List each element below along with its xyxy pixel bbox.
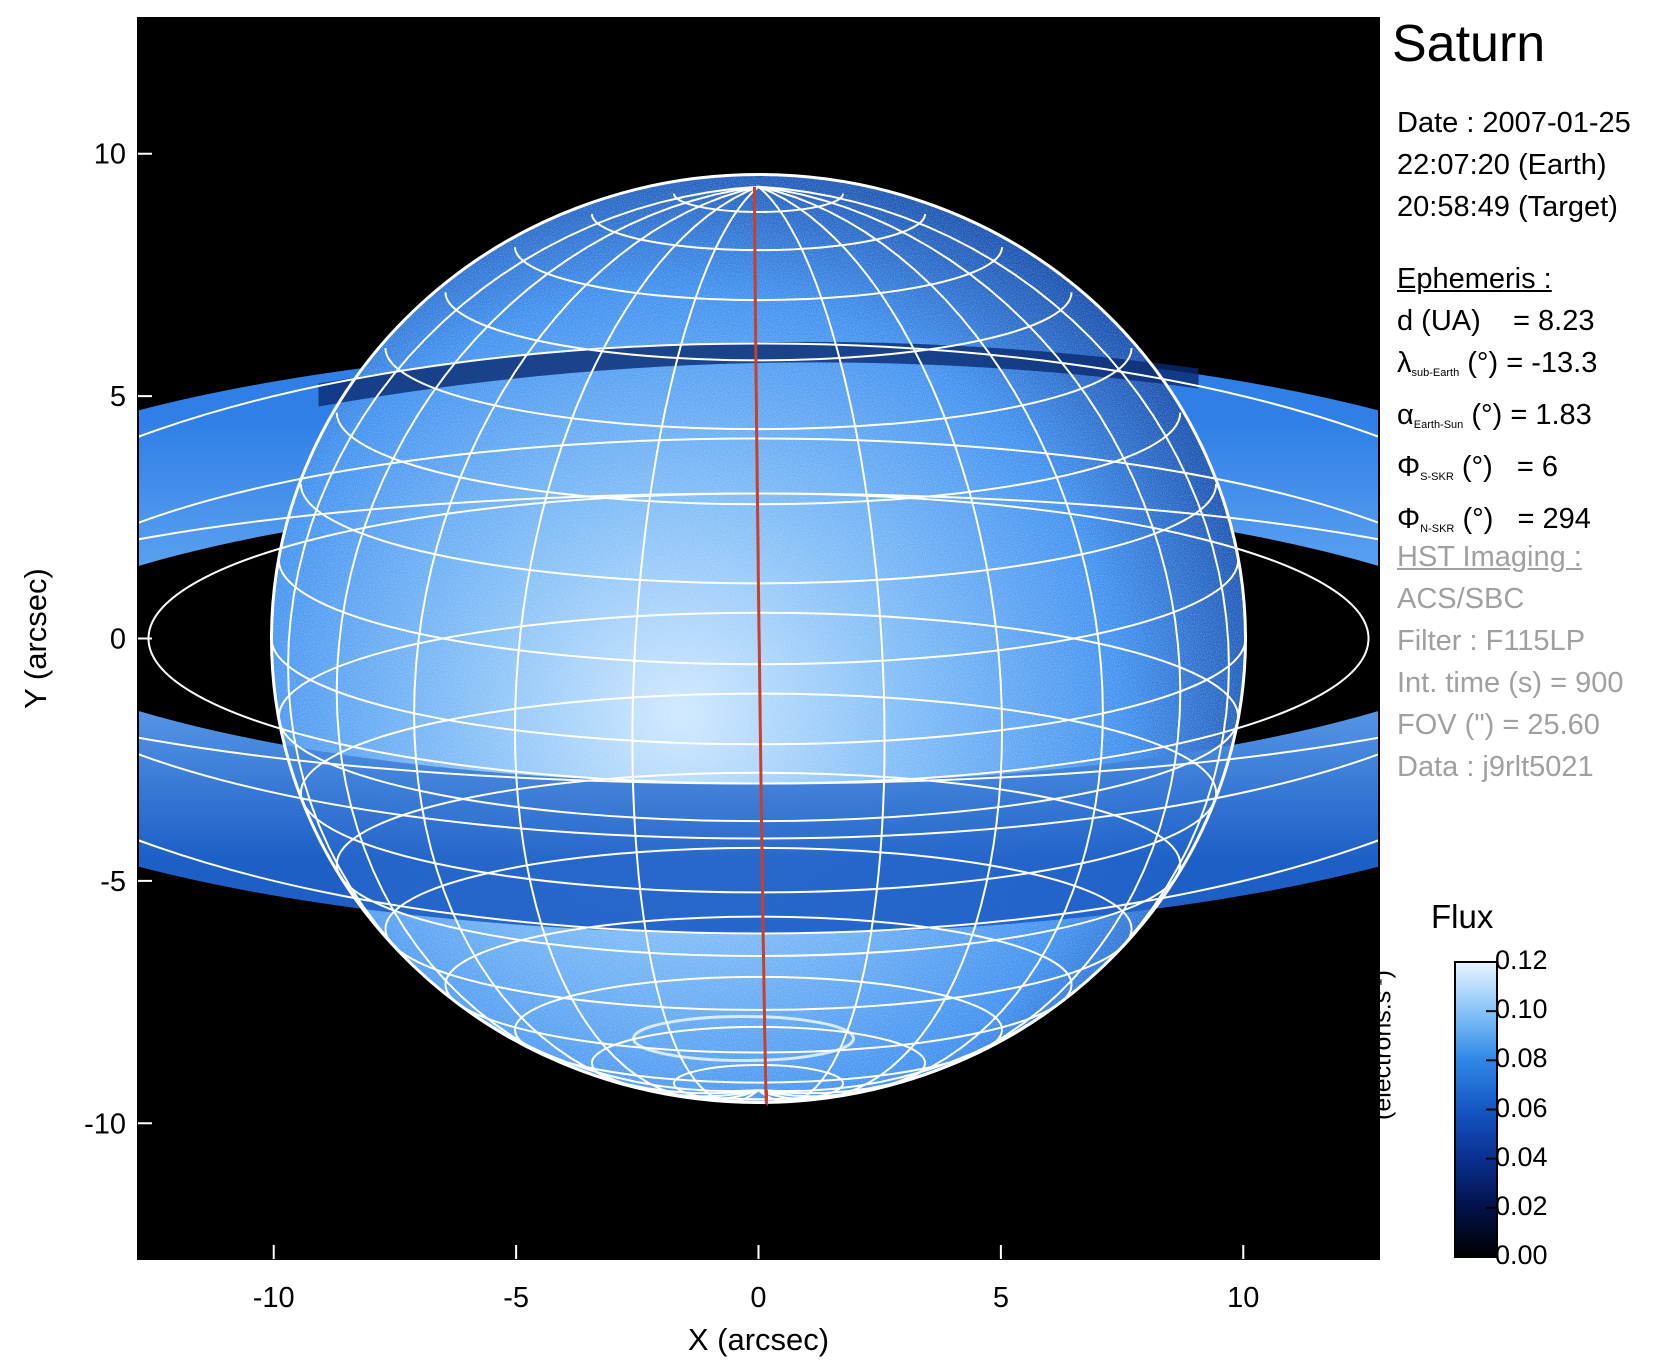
imaging-data-id: Data : j9rlt5021 [1397,751,1594,783]
latitude-line [270,638,1247,746]
alpha-value: = 1.83 [1510,399,1592,431]
plot-axes: -10 -5 0 5 10 10 5 0 -5 -10 X (arcsec) Y (arcsec) [18,17,1380,1357]
observation-date: Date : 2007-01-25 [1397,107,1631,139]
y-axis-label: Y (arcsec) [18,568,53,709]
lambda-unit: (°) [1467,347,1499,379]
latitude-line [444,984,1073,1054]
imaging-fov: FOV (") = 25.60 [1397,709,1600,741]
colorbar-tick-label: 0.08 [1495,1043,1548,1074]
latitude-line [384,928,1133,1011]
longitude-line [335,185,759,1095]
longitude-line [758,185,1230,1093]
y-tick-label: -5 [100,866,126,898]
alpha-subscript: Earth-Sun [1413,419,1464,431]
x-tick-label: 0 [750,1282,766,1314]
longitude-line [513,185,759,1101]
ephemeris-phi-s: ΦS-SKR (°) = 6 [1397,446,1597,498]
colorbar-unit-text: (electrons.s [1368,990,1397,1120]
ephemeris-block: Ephemeris : d (UA) = 8.23 λsub-Earth (°)… [1397,258,1597,550]
x-tick-label: 10 [1227,1282,1259,1314]
observation-earth-time: 22:07:20 (Earth) [1397,149,1607,181]
longitude-line [758,185,1004,1101]
lambda-symbol: λ [1397,347,1412,379]
latitude-line [672,193,845,213]
imaging-heading: HST Imaging : [1397,541,1582,573]
latitude-line [277,716,1240,822]
colorbar-tick-label: 0.06 [1495,1092,1548,1123]
colorbar-title: Flux [1431,898,1494,935]
planetographic-grid [138,173,1379,1107]
front-ring-band [138,710,1379,934]
latitude-line [590,213,927,252]
longitude-line [758,185,1182,1095]
phi-n-subscript: N-SKR [1420,523,1455,535]
colorbar-unit-close: ) [1368,970,1397,979]
x-tick-label: 5 [993,1282,1009,1314]
longitude-line [757,185,886,1103]
ephemeris-distance: d (UA) = 8.23 [1397,300,1597,342]
lambda-value: = -13.3 [1506,347,1598,379]
longitude-line [631,185,760,1103]
phi-n-symbol: Φ [1397,503,1421,535]
longitude-line [758,185,1104,1098]
observation-target-time: 20:58:49 (Target) [1397,191,1618,223]
latitude-line-back [672,1064,845,1084]
longitude-line [413,185,759,1098]
latitude-line-back [514,975,1003,1030]
front-ring-group [138,710,1379,934]
lambda-subscript: sub-Earth [1411,367,1460,379]
ring-shadow-band [318,341,1199,407]
x-tick-label: -10 [253,1282,295,1314]
ephemeris-heading: Ephemeris : [1397,263,1552,295]
colorbar-unit: (electrons.s-1) [1368,970,1397,1120]
ephemeris-lambda: λsub-Earth (°) = -13.3 [1397,342,1597,394]
central-meridian-line [753,186,768,1107]
y-tick-label: 0 [110,624,126,656]
latitude-line [514,247,1003,302]
distance-label: d (UA) [1397,305,1481,337]
y-tick-label: 5 [110,381,126,413]
phi-s-value: = 6 [1516,451,1559,483]
colorbar-ticks [1486,961,1497,1258]
colorbar-tick-label: 0.02 [1495,1190,1548,1221]
colorbar-tick-label: 0.10 [1495,994,1548,1025]
latitude-line [335,864,1182,957]
latitude-line [299,793,1218,894]
phi-n-value: = 294 [1517,503,1591,535]
ephemeris-phi-n: ΦN-SKR (°) = 294 [1397,498,1597,550]
latitude-line [384,348,1133,430]
observation-block: Date : 2007-01-25 22:07:20 (Earth) 20:58… [1397,102,1631,228]
ring-outline [138,437,1379,840]
phi-s-subscript: S-SKR [1420,471,1454,483]
alpha-unit: (°) [1471,399,1503,431]
imaging-int-time: Int. time (s) = 900 [1397,667,1624,699]
ephemeris-alpha: αEarth-Sun (°) = 1.83 [1397,394,1597,446]
latitude-line-back [384,847,1133,929]
colorbar-unit-exponent: -1 [1368,978,1385,991]
latitude-line-back [335,772,1182,865]
x-tick-label: -5 [503,1282,529,1314]
imaging-block: HST Imaging : ACS/SBC Filter : F115LP In… [1397,536,1623,788]
y-tick-label: -10 [84,1108,126,1140]
latitude-line-back [444,915,1073,985]
colorbar-tick-label: 0.00 [1495,1240,1548,1270]
ring-outline [138,342,1379,935]
colorbar-tick-label: 0.04 [1495,1141,1548,1172]
image-plot-area [138,18,1379,1259]
alpha-symbol: α [1397,399,1414,431]
x-axis-label: X (arcsec) [688,1322,829,1357]
latitude-line [444,292,1073,362]
phi-s-symbol: Φ [1397,451,1421,483]
phi-s-unit: (°) [1461,451,1493,483]
distance-value: = 8.23 [1513,305,1595,337]
y-tick-label: 10 [94,139,126,171]
imaging-filter: Filter : F115LP [1397,625,1586,657]
imaging-instrument: ACS/SBC [1397,583,1525,615]
colorbar [1454,961,1498,1258]
phi-n-unit: (°) [1462,503,1494,535]
figure-title: Saturn [1392,15,1546,73]
latitude-line-back [590,1025,927,1064]
colorbar-tick-label: 0.12 [1495,945,1548,975]
